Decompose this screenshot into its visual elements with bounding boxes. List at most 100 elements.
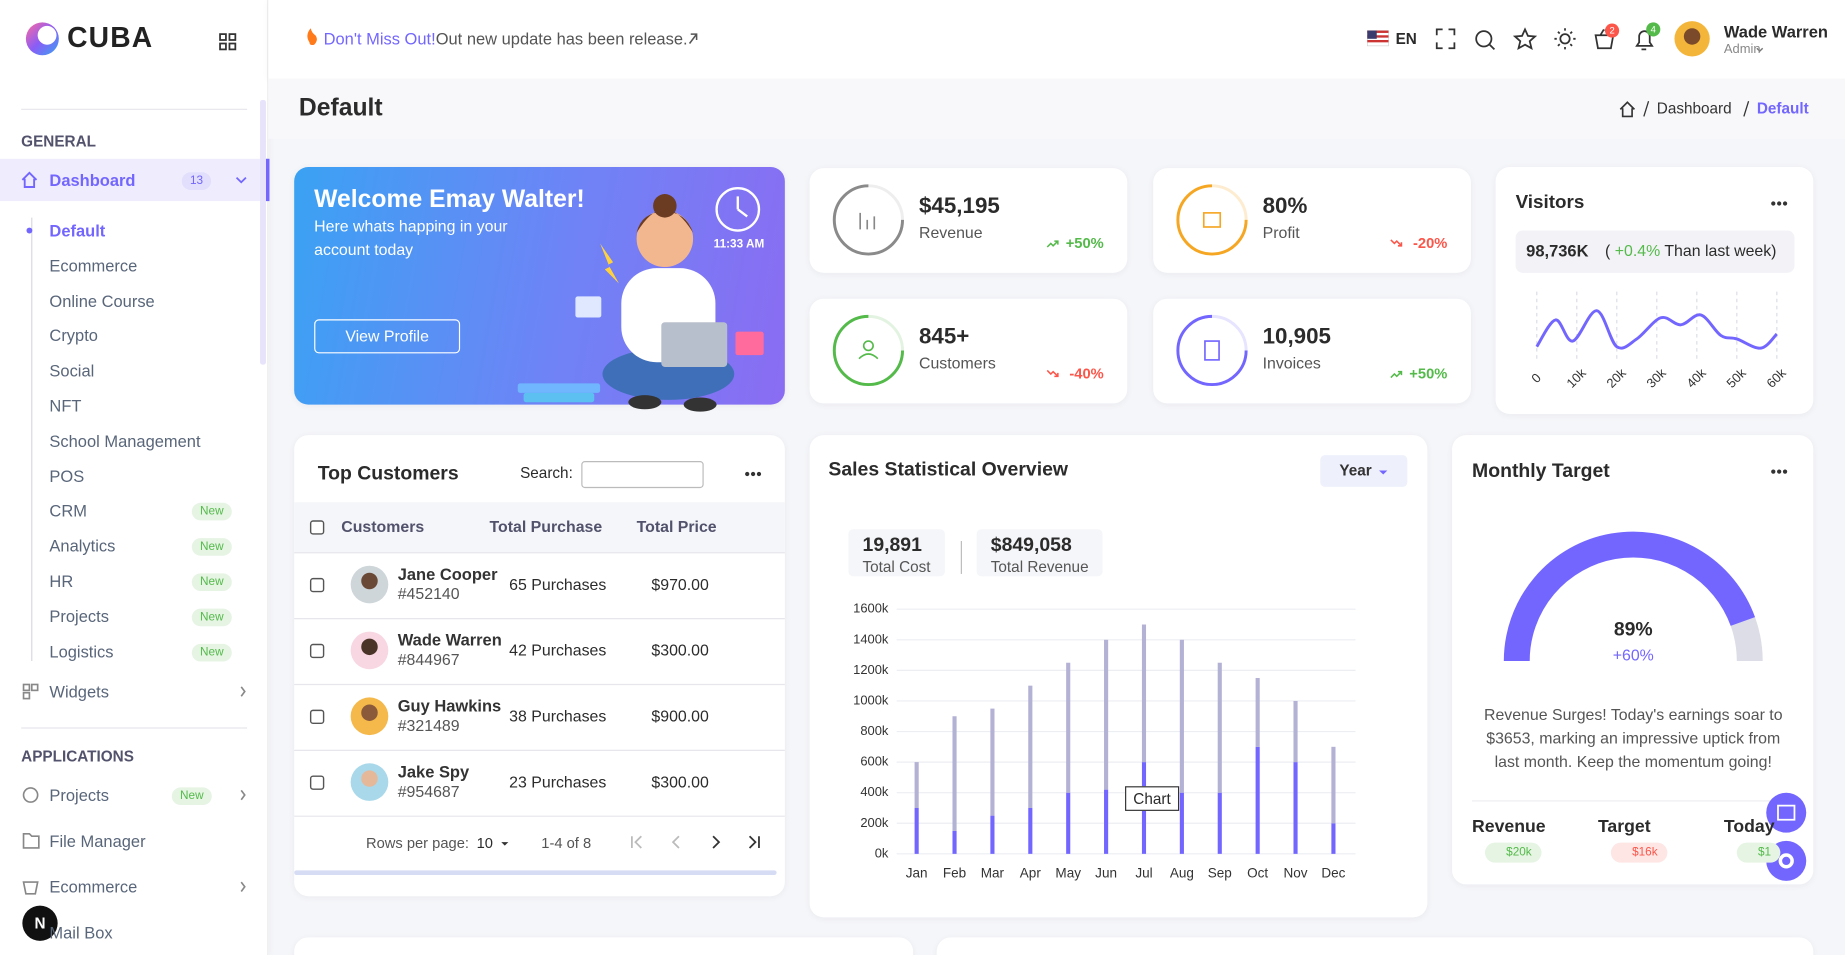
stat-label: Profit bbox=[1262, 224, 1300, 242]
submenu-item[interactable]: NFT bbox=[49, 396, 82, 416]
stat-change: +50% bbox=[1409, 365, 1448, 383]
menu-item[interactable]: File Manager bbox=[49, 831, 146, 851]
column-header[interactable]: Customers bbox=[341, 518, 425, 536]
row-dividers bbox=[294, 552, 785, 817]
submenu-item[interactable]: Crypto bbox=[49, 326, 98, 346]
text-part: Don't Miss Out! bbox=[323, 29, 436, 49]
user-name[interactable]: Wade Warren bbox=[1723, 22, 1828, 42]
bar bbox=[1217, 792, 1222, 854]
rows-per-page[interactable]: 10 bbox=[476, 835, 493, 852]
breadcrumb[interactable]: Dashboard bbox=[1656, 99, 1732, 118]
metric-label: Today bbox=[1723, 816, 1775, 837]
column-header[interactable]: Total Purchase bbox=[489, 518, 603, 536]
submenu-item[interactable]: Logistics bbox=[49, 641, 114, 661]
metric-value: $1 bbox=[1736, 842, 1781, 863]
submenu-item[interactable]: CRM bbox=[49, 501, 87, 521]
menu-item[interactable]: Projects bbox=[49, 785, 109, 805]
badge: New bbox=[191, 538, 232, 556]
dev-indicator-label[interactable]: N bbox=[34, 914, 46, 933]
purchases: 42 Purchases bbox=[509, 641, 607, 660]
submenu-item[interactable]: Online Course bbox=[49, 291, 155, 311]
customer-id: #844967 bbox=[397, 650, 460, 669]
y-tick-label: 200k bbox=[860, 816, 889, 831]
view-profile-button[interactable]: View Profile bbox=[314, 319, 461, 354]
bar bbox=[1104, 789, 1109, 854]
menu-item[interactable]: Ecommerce bbox=[49, 877, 138, 897]
summary-box bbox=[976, 529, 1103, 577]
summary-box bbox=[848, 529, 945, 577]
chevrons[interactable] bbox=[240, 686, 246, 892]
stat-value: 10,905 bbox=[1262, 324, 1331, 350]
welcome-illustration bbox=[517, 186, 764, 412]
home-icon[interactable] bbox=[1619, 101, 1636, 118]
period-label[interactable]: Year bbox=[1339, 461, 1372, 480]
chevron[interactable] bbox=[1756, 47, 1764, 53]
menu-item[interactable]: Mail Box bbox=[49, 923, 113, 943]
caret[interactable] bbox=[501, 842, 509, 846]
submenu-item[interactable]: POS bbox=[49, 466, 85, 486]
stat-label: Revenue bbox=[919, 224, 983, 242]
column-header[interactable]: Total Price bbox=[636, 518, 717, 536]
card-title: Top Customers bbox=[317, 462, 459, 484]
card bbox=[936, 937, 1814, 955]
x-tick-label: Jul bbox=[1135, 866, 1153, 881]
checkboxes[interactable] bbox=[309, 520, 325, 790]
trend-icon bbox=[1046, 369, 1059, 378]
grid-icon[interactable] bbox=[219, 33, 237, 51]
dev-indicator[interactable] bbox=[22, 905, 58, 941]
chevron[interactable] bbox=[235, 176, 247, 184]
page-range: 1-4 of 8 bbox=[541, 835, 592, 852]
purchases: 38 Purchases bbox=[509, 707, 607, 726]
submenu-item[interactable]: Projects bbox=[49, 606, 109, 626]
stat-value: 80% bbox=[1262, 194, 1308, 219]
badge: New bbox=[191, 503, 232, 521]
header-icons[interactable] bbox=[1435, 27, 1654, 51]
tooltip: Chart bbox=[1125, 786, 1179, 811]
x-tick-label: Jan bbox=[905, 866, 928, 881]
period-select[interactable] bbox=[1320, 455, 1408, 487]
avatar-face bbox=[1683, 28, 1701, 45]
pager[interactable] bbox=[631, 835, 760, 849]
line bbox=[1535, 309, 1778, 350]
price: $300.00 bbox=[651, 641, 709, 660]
x-tick-label: Nov bbox=[1283, 866, 1308, 881]
metric-value: $20k bbox=[1484, 842, 1542, 863]
x-tick-label: Feb bbox=[942, 866, 967, 881]
summary-value: $849,058 bbox=[990, 534, 1072, 556]
search-input[interactable] bbox=[581, 461, 704, 489]
gauge-label: 89% bbox=[1613, 619, 1653, 641]
menu-item[interactable]: Widgets bbox=[49, 682, 109, 701]
stat-value: 845+ bbox=[919, 324, 970, 350]
arrow-icon[interactable] bbox=[688, 33, 698, 44]
x-tick-label: Apr bbox=[1019, 866, 1041, 881]
metric-value: $16k bbox=[1610, 842, 1668, 863]
submenu-item[interactable]: Default bbox=[49, 221, 106, 240]
stat-icons bbox=[832, 184, 1248, 387]
y-tick-label: 1600k bbox=[853, 602, 889, 617]
bar bbox=[1028, 685, 1033, 808]
menu-item[interactable]: Dashboard bbox=[49, 170, 136, 190]
submenu-item[interactable]: Social bbox=[49, 361, 95, 381]
fire-icon bbox=[307, 28, 317, 45]
y-tick-label: 800k bbox=[860, 724, 889, 739]
language[interactable]: EN bbox=[1395, 29, 1417, 48]
home-icon bbox=[21, 171, 38, 188]
submenu-item[interactable]: Ecommerce bbox=[49, 256, 138, 275]
stat-change: +50% bbox=[1065, 235, 1104, 252]
x-tick-label: Oct bbox=[1247, 866, 1269, 881]
active-menu bbox=[0, 158, 270, 202]
sales-card bbox=[809, 435, 1428, 918]
brand: CUBA bbox=[67, 22, 154, 55]
bar bbox=[1141, 624, 1147, 763]
submenu-item[interactable]: Analytics bbox=[49, 536, 116, 556]
caret[interactable] bbox=[1379, 470, 1388, 475]
menu-dots[interactable] bbox=[745, 201, 1788, 477]
customer-id: #321489 bbox=[397, 716, 460, 735]
page-title: Default bbox=[298, 94, 383, 122]
active-dot bbox=[26, 227, 33, 234]
submenu-item[interactable]: HR bbox=[49, 571, 74, 591]
target-description: Revenue Surges! Today's earnings soar to… bbox=[1483, 705, 1783, 771]
submenu-item[interactable]: School Management bbox=[49, 431, 201, 451]
bar bbox=[1255, 746, 1260, 854]
x-tick-label: Dec bbox=[1321, 866, 1346, 881]
